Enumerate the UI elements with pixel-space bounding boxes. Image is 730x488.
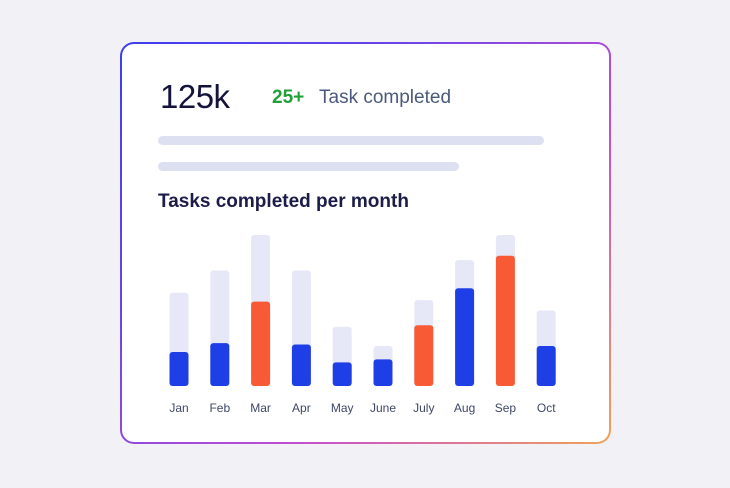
skeleton-line <box>158 136 544 145</box>
x-tick-label: Apr <box>292 401 311 415</box>
x-tick-label: Aug <box>454 401 475 415</box>
chart-title: Tasks completed per month <box>158 191 409 212</box>
x-tick-label: Sep <box>495 401 517 415</box>
x-tick-label: Mar <box>250 401 271 415</box>
bar-value-mar <box>251 301 271 386</box>
stat-value: 125k <box>160 78 230 115</box>
skeleton-line <box>158 162 459 171</box>
x-tick-label: June <box>370 401 396 415</box>
x-tick-label: Oct <box>537 401 556 415</box>
bar-value-apr <box>291 344 311 386</box>
bar-value-feb <box>210 343 230 386</box>
bar-value-jan <box>169 351 189 386</box>
x-tick-label: July <box>413 401 434 415</box>
bar-value-july <box>414 325 434 386</box>
stat-label: Task completed <box>319 87 452 108</box>
bar-value-may <box>332 362 352 386</box>
bar-value-sep <box>495 255 515 386</box>
x-tick-label: Jan <box>169 401 188 415</box>
bar-value-aug <box>455 288 475 386</box>
bar-value-oct <box>536 346 556 386</box>
stat-delta: 25+ <box>272 87 305 108</box>
x-tick-label: Feb <box>209 401 230 415</box>
x-tick-label: May <box>331 401 354 415</box>
stats-card <box>122 44 609 442</box>
bar-value-june <box>373 359 393 386</box>
